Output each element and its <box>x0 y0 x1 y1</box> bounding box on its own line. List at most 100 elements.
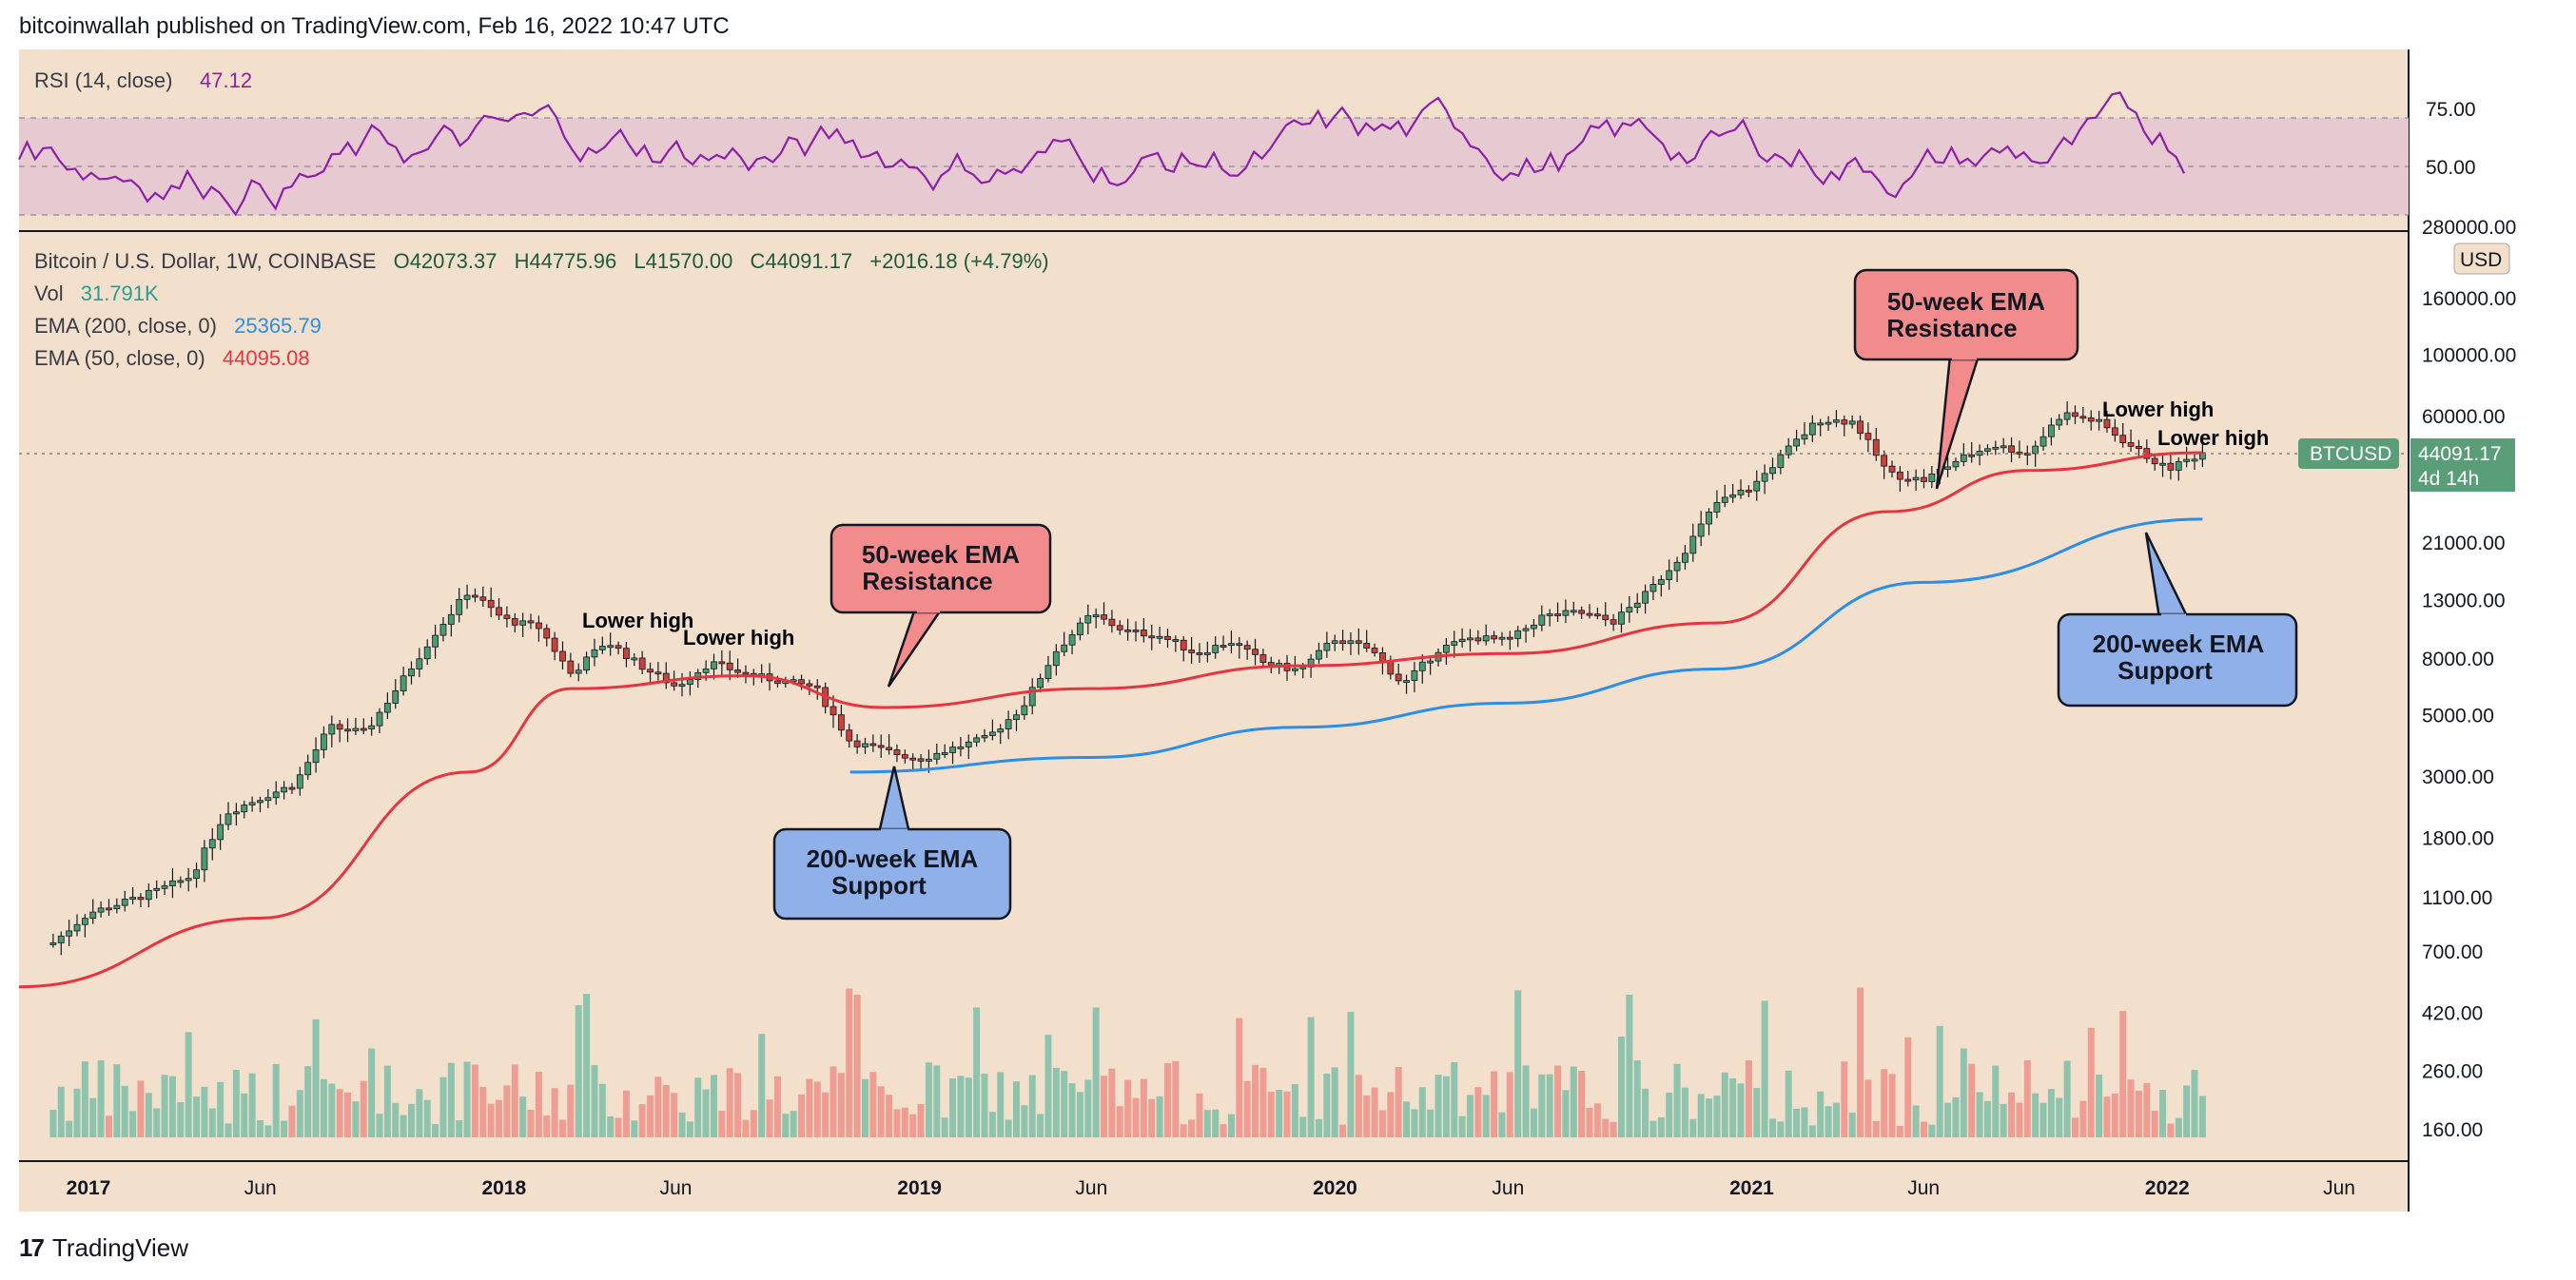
time-tick-label: Jun <box>244 1177 277 1199</box>
legend-ema50-label: EMA (50, close, 0) <box>34 346 205 370</box>
volume-bar <box>1649 1120 1657 1137</box>
volume-bar <box>1411 1109 1418 1137</box>
candle-body <box>456 598 463 615</box>
legend-volume: Vol 31.791K <box>34 281 159 305</box>
candle-body <box>846 729 853 742</box>
time-tick-label: 2018 <box>481 1177 526 1199</box>
candle-body <box>1427 660 1434 664</box>
volume-bar <box>2103 1096 2111 1137</box>
volume-bar <box>622 1090 630 1137</box>
candle-body <box>1442 645 1450 653</box>
candle-body <box>1403 680 1410 683</box>
volume-bar <box>296 1090 303 1137</box>
tradingview-logo-icon[interactable]: 17 <box>19 1232 45 1262</box>
candle-body <box>678 684 686 688</box>
volume-bar <box>1084 1079 1092 1137</box>
candle-body <box>527 620 535 624</box>
volume-bar <box>121 1085 128 1137</box>
candle-body <box>862 743 868 747</box>
candle-body <box>511 618 518 626</box>
volume-bar <box>1005 1119 1012 1137</box>
candle-body <box>973 737 981 743</box>
candle-body <box>1252 649 1259 655</box>
candle-body <box>2000 445 2007 449</box>
volume-bar <box>933 1065 941 1137</box>
volume-bar <box>1331 1067 1338 1137</box>
callout-ema50-left-line2: Resistance <box>862 567 992 595</box>
candle-body <box>1387 661 1395 675</box>
volume-bar <box>886 1095 893 1137</box>
candle-body <box>1721 496 1728 503</box>
candle-body <box>1642 591 1649 604</box>
candle-body <box>1259 653 1267 663</box>
candle-body <box>264 797 272 802</box>
volume-bar <box>224 1123 232 1137</box>
candle-body <box>1196 652 1203 655</box>
volume-bar <box>766 1099 773 1137</box>
currency-box[interactable] <box>2453 242 2510 275</box>
volume-bar <box>145 1093 152 1137</box>
candle-body <box>1857 420 1864 435</box>
volume-bar <box>710 1075 717 1137</box>
time-tick-label: Jun <box>2323 1177 2355 1199</box>
candle-body <box>73 923 81 932</box>
volume-bar <box>1092 1007 1100 1137</box>
candle-body <box>829 706 837 716</box>
volume-bar <box>638 1104 646 1137</box>
volume-bar <box>591 1065 598 1137</box>
volume-bar <box>1593 1103 1601 1137</box>
volume-bar <box>1427 1109 1434 1137</box>
candle-body <box>711 661 717 669</box>
volume-bar <box>1180 1124 1187 1137</box>
price-axis-ticks: 280000.00 160000.00 100000.00 60000.00 21000… <box>2422 217 2516 1141</box>
volume-bar <box>2079 1100 2087 1137</box>
volume-bar <box>1968 1063 1976 1137</box>
volume-bar <box>1474 1087 1482 1137</box>
volume-bar <box>1076 1092 1083 1137</box>
candle-body <box>1044 665 1052 679</box>
volume-bar <box>1442 1076 1450 1137</box>
time-tick-label: Jun <box>1907 1177 1940 1199</box>
candle-body <box>1482 635 1490 642</box>
candle-body <box>1212 645 1220 653</box>
callout-ema50-left: 50-week EMA Resistance <box>829 523 1052 688</box>
volume-bar <box>1196 1093 1203 1137</box>
callout-ema200-left-line1: 200-week EMA <box>807 844 979 873</box>
volume-bar <box>901 1107 908 1137</box>
volume-bar <box>1052 1067 1060 1137</box>
volume-bar <box>1737 1083 1745 1137</box>
candle-body <box>1498 636 1506 640</box>
volume-bar <box>2023 1059 2031 1137</box>
candle-body <box>734 669 741 673</box>
legend-high: H44775.96 <box>515 249 617 273</box>
volume-bar <box>1936 1025 1943 1137</box>
volume-bar <box>1371 1087 1378 1137</box>
candle-body <box>1061 644 1068 652</box>
candle-body <box>1602 614 1610 621</box>
btc-weekly-chart[interactable]: RSI (14, close) 47.12 75.00 50.00 Bitcoi… <box>0 0 2576 1227</box>
legend-symbol: Bitcoin / U.S. Dollar, 1W, COINBASE <box>34 249 376 273</box>
volume-bar <box>1570 1066 1577 1137</box>
volume-bar <box>304 1066 312 1137</box>
candle-body <box>1013 714 1020 721</box>
volume-bar <box>607 1115 615 1137</box>
legend-ema50-value: 44095.08 <box>223 346 310 370</box>
candle-body <box>1132 630 1140 632</box>
candle-body <box>2087 417 2095 422</box>
tradingview-brand[interactable]: TradingView <box>51 1232 188 1262</box>
volume-bar <box>949 1078 957 1137</box>
footer: 17 TradingView <box>19 1229 188 1267</box>
candle-body <box>2063 412 2071 420</box>
volume-bar <box>1713 1096 1721 1137</box>
callout-ema50-right-line2: Resistance <box>1886 314 2017 342</box>
candle-body <box>1203 651 1211 655</box>
volume-bar <box>89 1097 97 1137</box>
candle-body <box>1005 719 1012 729</box>
candle-body <box>671 682 678 687</box>
volume-bar <box>543 1115 551 1137</box>
volume-bar <box>1761 1000 1768 1137</box>
rsi-title: RSI (14, close) <box>34 68 173 92</box>
callout-ema200-right-line2: Support <box>2117 656 2213 685</box>
volume-bar <box>392 1102 400 1137</box>
volume-bar <box>1363 1095 1371 1137</box>
